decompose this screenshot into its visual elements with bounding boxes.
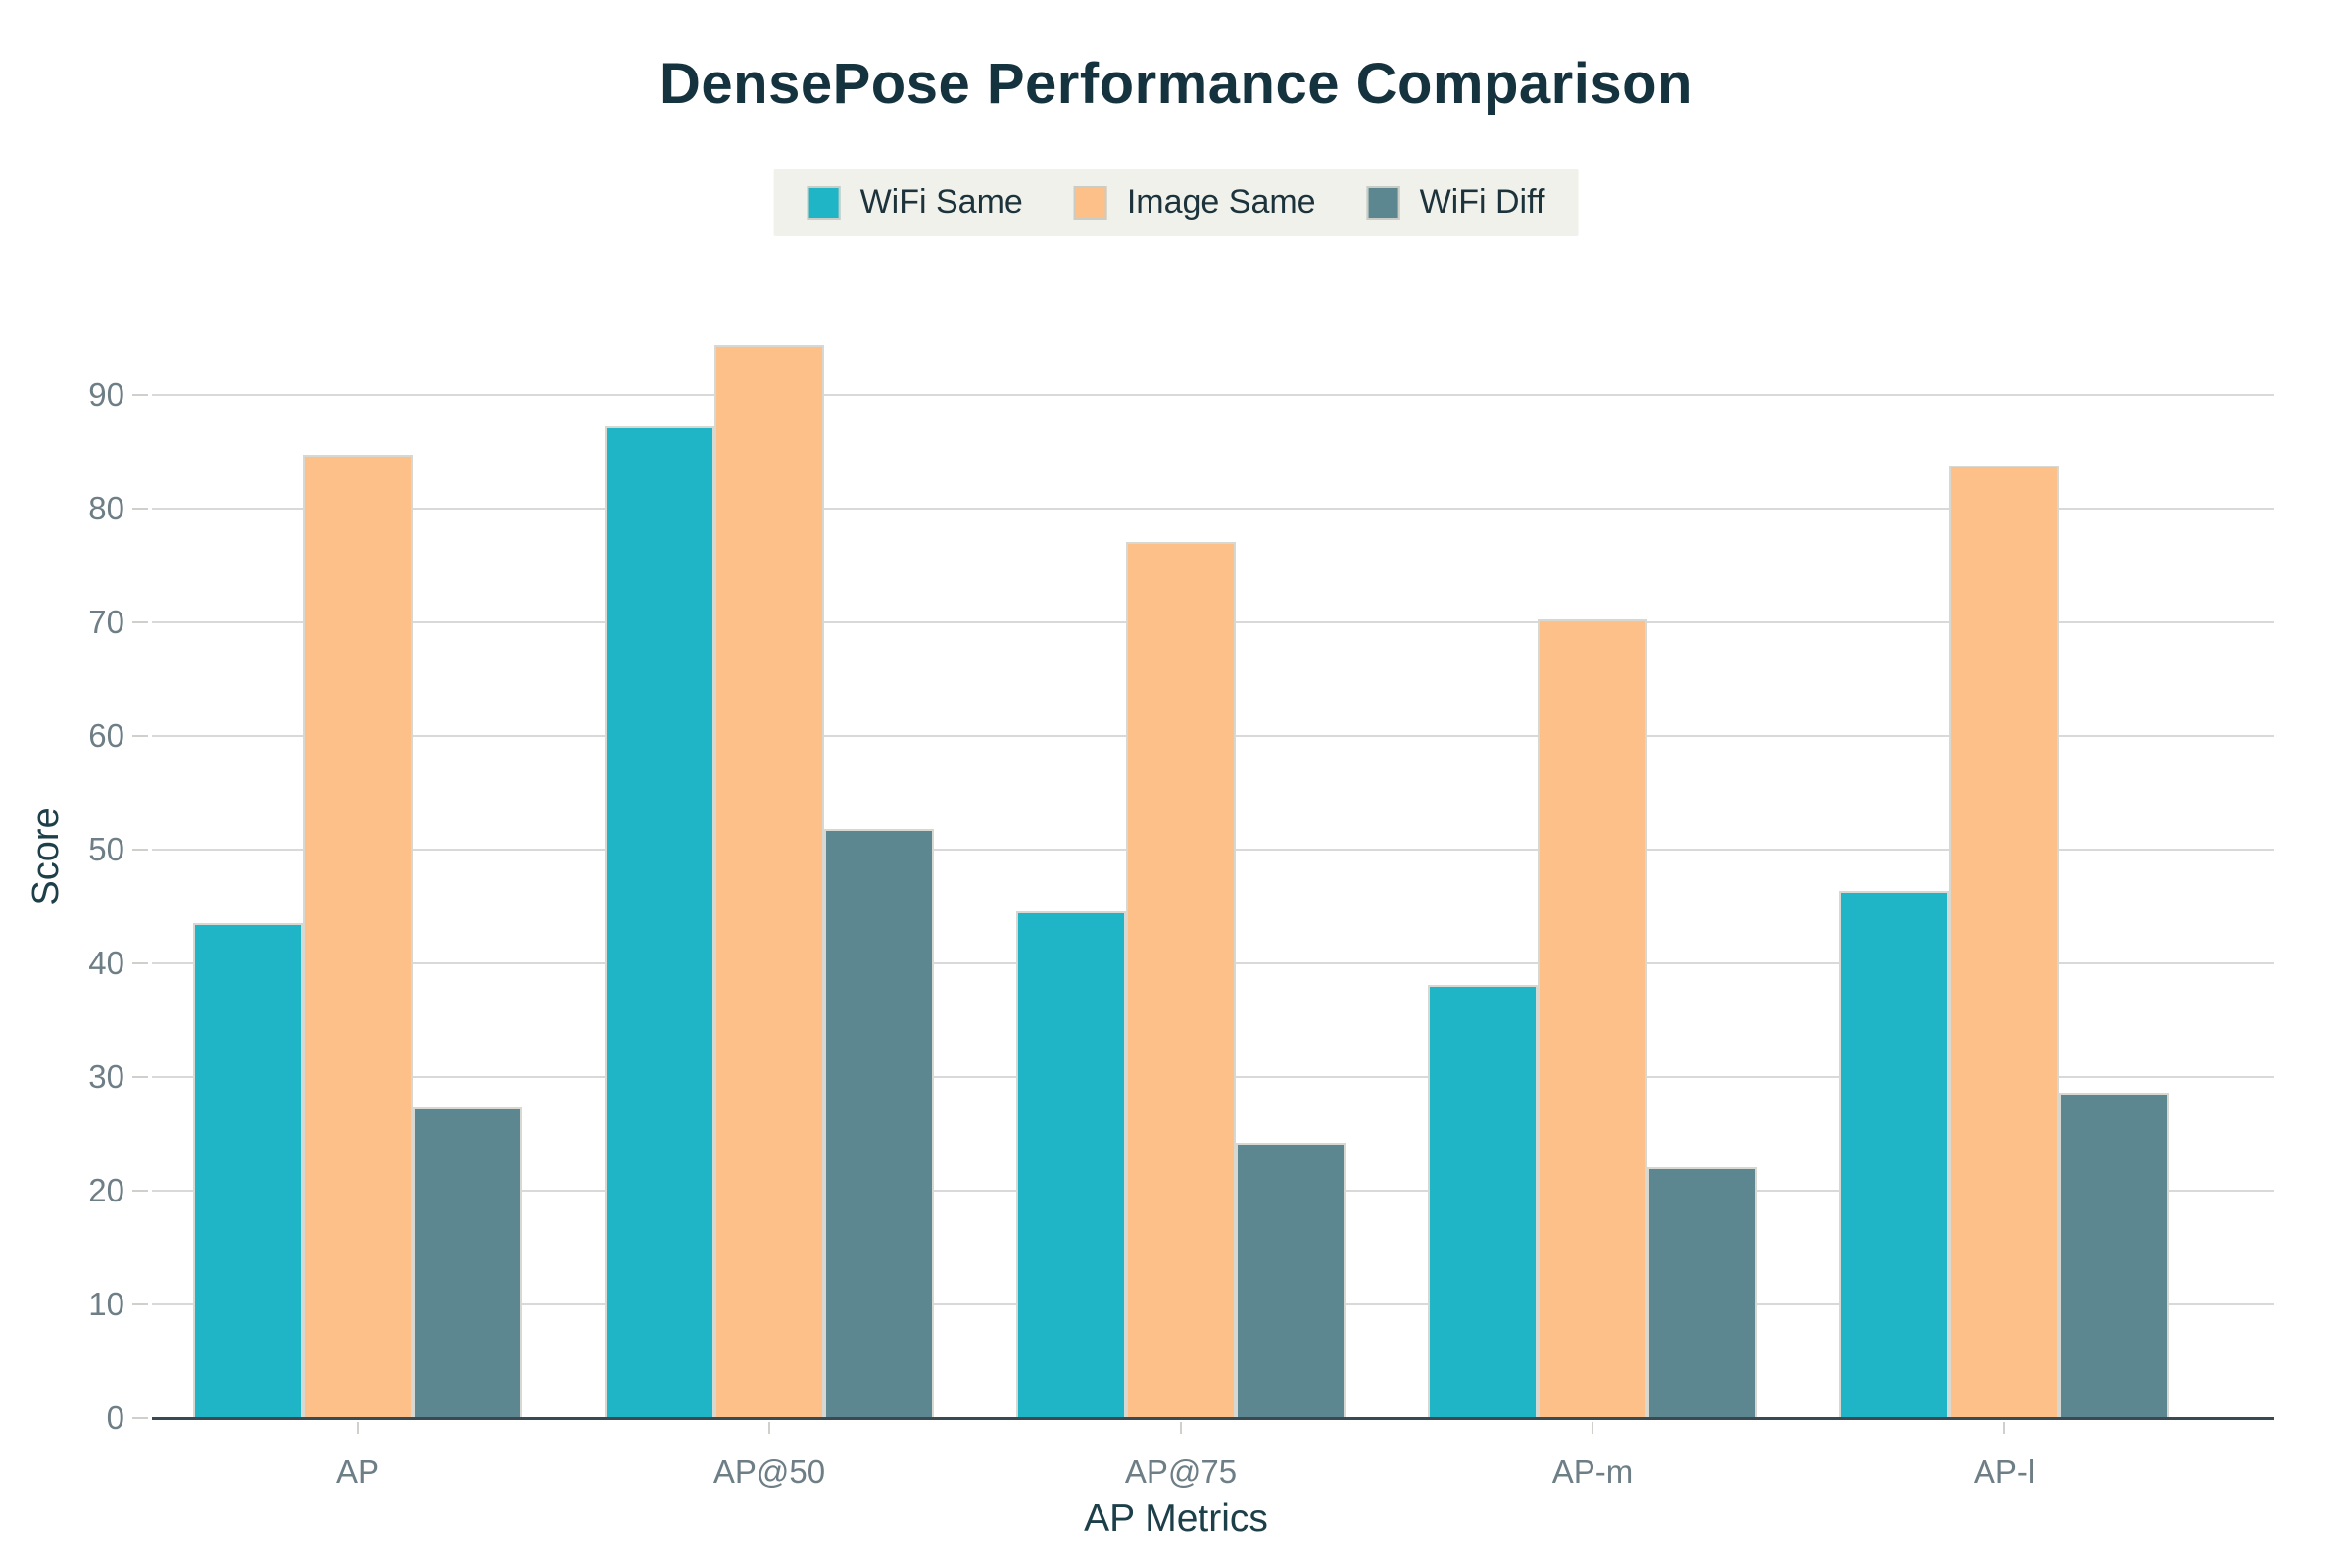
x-axis-title: AP Metrics [1084, 1497, 1268, 1540]
y-tick-label-0: 0 [106, 1399, 124, 1436]
y-tick-mark [132, 621, 148, 623]
y-tick-label-70: 70 [88, 604, 124, 640]
bar-image-same-ap@75 [1126, 542, 1236, 1418]
y-tick-label-20: 20 [88, 1172, 124, 1208]
y-tick-mark [132, 1190, 148, 1192]
bar-wifi-same-ap-l [1839, 891, 1949, 1418]
x-tick-label-ap@75: AP@75 [1124, 1453, 1238, 1490]
gridline-y-80 [152, 508, 2274, 510]
legend: WiFi Same Image Same WiFi Diff [773, 169, 1579, 236]
x-tick-mark [2003, 1422, 2005, 1434]
x-tick-label-ap: AP [335, 1453, 380, 1490]
y-tick-label-60: 60 [88, 717, 124, 754]
y-tick-mark [132, 394, 148, 396]
bar-wifi-same-ap@75 [1016, 911, 1126, 1418]
x-tick-label-ap@50: AP@50 [712, 1453, 826, 1490]
bar-wifi-same-ap [193, 923, 303, 1418]
bar-image-same-ap@50 [714, 345, 824, 1418]
legend-label: WiFi Same [859, 183, 1023, 220]
x-tick-label-ap-l: AP-l [1973, 1453, 2035, 1490]
y-axis-title: Score [25, 808, 67, 906]
y-tick-label-40: 40 [88, 945, 124, 981]
bar-image-same-ap-m [1538, 619, 1647, 1418]
legend-swatch [1366, 185, 1400, 220]
legend-swatch [807, 185, 841, 220]
legend-item-wifi-diff: WiFi Diff [1366, 183, 1545, 221]
y-tick-mark [132, 1303, 148, 1305]
y-tick-mark [132, 849, 148, 851]
x-tick-mark [1180, 1422, 1182, 1434]
legend-label: WiFi Diff [1419, 183, 1545, 220]
y-tick-label-50: 50 [88, 831, 124, 867]
bar-wifi-diff-ap@50 [824, 829, 934, 1418]
bar-wifi-same-ap-m [1428, 985, 1538, 1418]
x-axis-line [152, 1417, 2274, 1420]
bar-image-same-ap [303, 455, 413, 1418]
legend-label: Image Same [1126, 183, 1316, 220]
x-tick-mark [357, 1422, 359, 1434]
y-tick-label-30: 30 [88, 1058, 124, 1095]
y-tick-label-90: 90 [88, 376, 124, 413]
legend-swatch [1073, 185, 1107, 220]
bar-image-same-ap-l [1949, 466, 2059, 1418]
x-tick-label-ap-m: AP-m [1551, 1453, 1634, 1490]
y-tick-label-80: 80 [88, 490, 124, 526]
y-tick-mark [132, 1417, 148, 1419]
x-tick-mark [1592, 1422, 1593, 1434]
plot-area: 0 10 20 30 40 50 60 70 80 90 AP AP@50 AP@75 AP-m AP-l [88, 294, 2274, 1490]
x-tick-mark [768, 1422, 770, 1434]
y-tick-mark [132, 962, 148, 964]
bar-wifi-diff-ap-m [1647, 1167, 1757, 1418]
legend-item-wifi-same: WiFi Same [807, 183, 1023, 221]
y-tick-mark [132, 735, 148, 737]
y-tick-mark [132, 508, 148, 510]
gridline-y-90 [152, 394, 2274, 396]
bar-wifi-same-ap@50 [605, 426, 714, 1418]
y-tick-label-10: 10 [88, 1286, 124, 1322]
bar-wifi-diff-ap@75 [1236, 1143, 1346, 1418]
chart-title: DensePose Performance Comparison [660, 52, 1692, 116]
bar-wifi-diff-ap-l [2059, 1093, 2169, 1418]
y-tick-mark [132, 1076, 148, 1078]
bar-wifi-diff-ap [413, 1107, 522, 1418]
legend-item-image-same: Image Same [1073, 183, 1316, 221]
